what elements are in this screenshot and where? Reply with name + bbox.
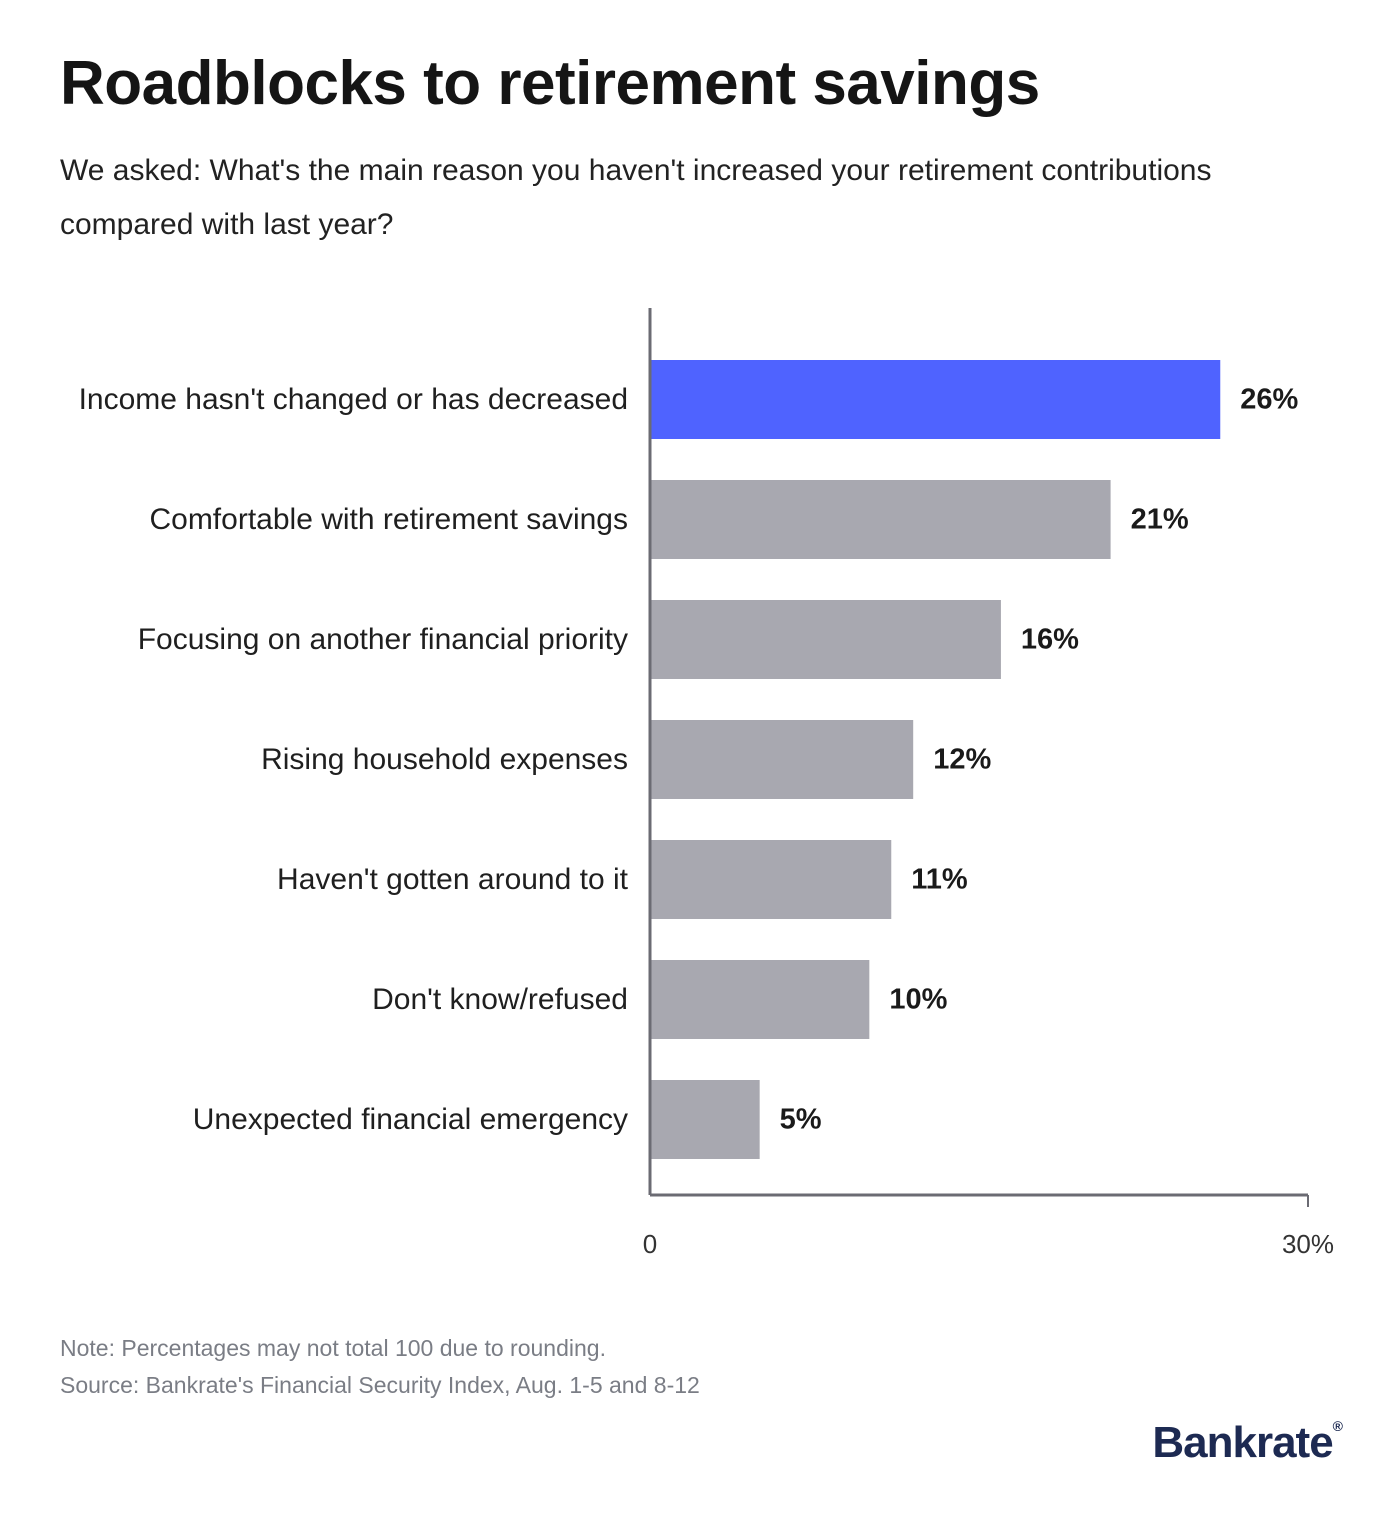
bar-chart: Income hasn't changed or has decreased 26…	[79, 308, 1334, 1259]
bar	[650, 600, 1001, 679]
bar	[650, 960, 870, 1039]
bar	[650, 720, 914, 799]
tick-label: 0	[643, 1229, 657, 1259]
data-label: 26%	[1240, 384, 1298, 416]
category-label: Income hasn't changed or has decreased	[79, 383, 628, 416]
chart-footer: Note: Percentages may not total 100 due …	[60, 1330, 700, 1404]
chart-subtitle: We asked: What's the main reason you hav…	[60, 154, 1212, 241]
bar	[650, 1080, 760, 1159]
logo-text: Bankrate	[1152, 1418, 1333, 1467]
data-label: 21%	[1131, 504, 1189, 536]
category-label: Focusing on another financial priority	[138, 623, 628, 656]
category-label: Don't know/refused	[372, 983, 628, 1016]
bar	[650, 480, 1111, 559]
bankrate-logo: Bankrate®	[1152, 1418, 1343, 1468]
data-label: 16%	[1021, 624, 1079, 656]
footnote: Note: Percentages may not total 100 due …	[60, 1335, 606, 1361]
category-label: Unexpected financial emergency	[193, 1103, 628, 1136]
source-note: Source: Bankrate's Financial Security In…	[60, 1372, 700, 1398]
category-label: Haven't gotten around to it	[277, 863, 629, 896]
data-label: 12%	[933, 744, 991, 776]
tick-label: 30%	[1282, 1229, 1334, 1259]
chart-title: Roadblocks to retirement savings	[60, 49, 1040, 118]
data-label: 5%	[780, 1104, 822, 1136]
bar	[650, 360, 1221, 439]
data-label: 11%	[911, 864, 968, 896]
bar	[650, 840, 892, 919]
data-label: 10%	[889, 984, 947, 1016]
category-label: Rising household expenses	[261, 743, 628, 776]
logo-registered-mark: ®	[1332, 1418, 1343, 1434]
category-label: Comfortable with retirement savings	[149, 503, 628, 536]
